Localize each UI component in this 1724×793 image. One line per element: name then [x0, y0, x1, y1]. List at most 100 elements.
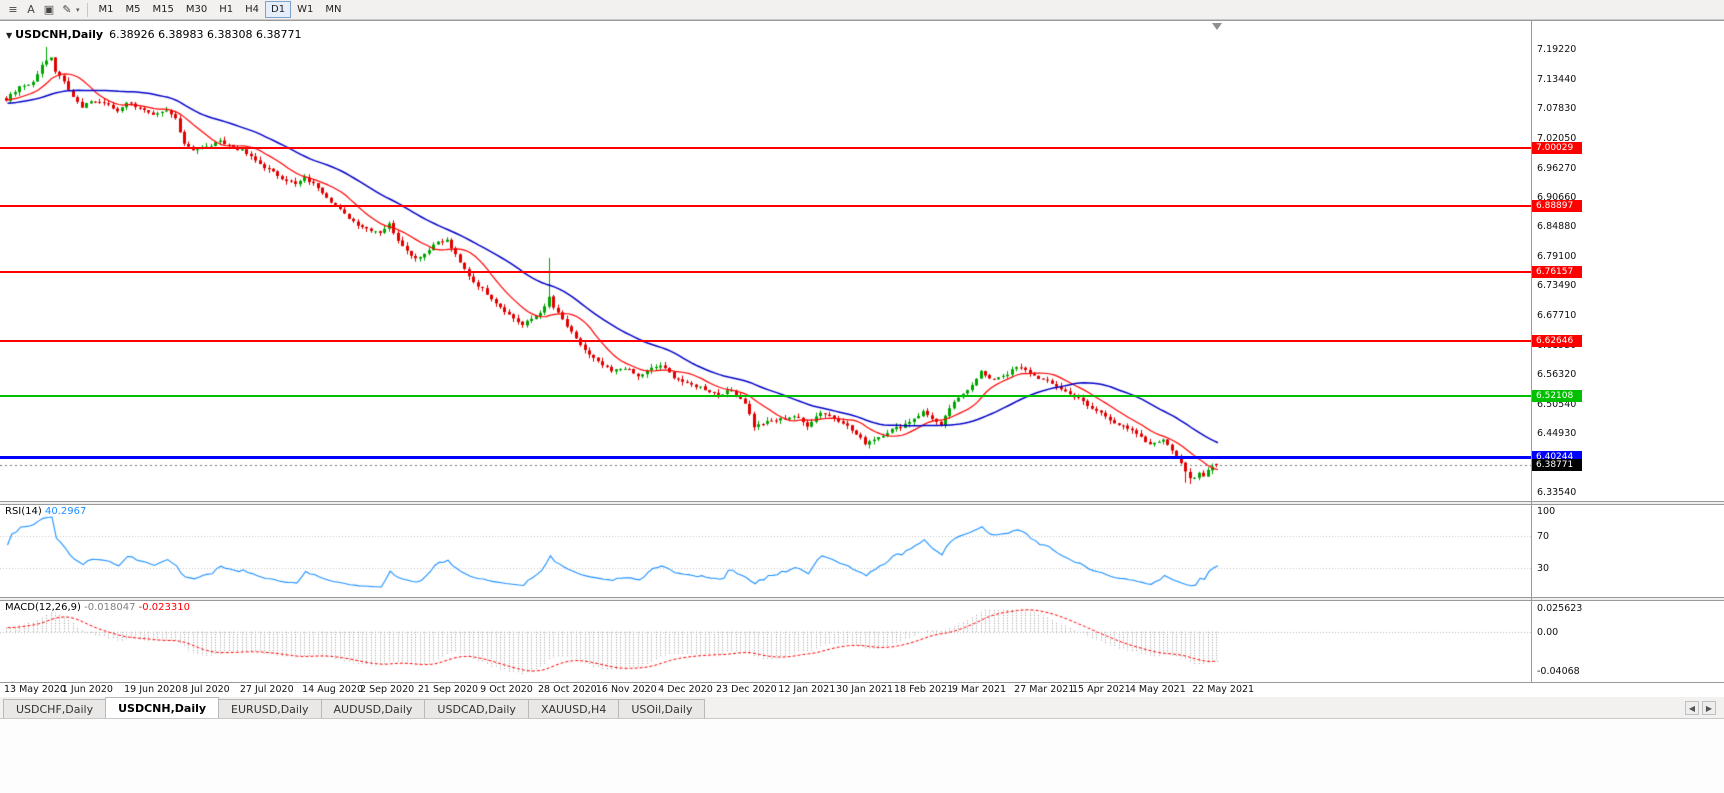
chart-tab-audusd[interactable]: AUDUSD,Daily [320, 699, 426, 718]
date-axis-label: 21 Sep 2020 [417, 684, 479, 695]
chart-tab-eurusd[interactable]: EURUSD,Daily [218, 699, 322, 718]
timeframe-button-h1[interactable]: H1 [219, 4, 234, 15]
date-axis-label: 27 Jul 2020 [239, 684, 294, 695]
chart-title: ▼ USDCNH,Daily 6.38926 6.38983 6.38308 6.3… [6, 28, 302, 41]
price-axis-label: 6.67710 [1537, 310, 1577, 322]
rsi-scale-label: 70 [1537, 530, 1550, 542]
price-tag-6.88897: 6.88897 [1532, 199, 1582, 212]
chart-symbol-label: USDCNH,Daily [15, 28, 104, 41]
chart-canvas[interactable] [0, 21, 1531, 682]
timeframe-button-mn[interactable]: MN [325, 4, 342, 15]
chart-tab-usdchf[interactable]: USDCHF,Daily [3, 699, 107, 718]
date-axis-label: 13 May 2020 [4, 684, 66, 695]
macd-indicator-label: MACD(12,26,9) -0.018047 -0.023310 [5, 602, 190, 613]
toolbar-timeframes: M1 M5 M15 M30 H1 H4 D1 W1 MN [93, 1, 348, 18]
date-axis-label: 30 Jan 2021 [836, 684, 894, 695]
rsi-value: 40.2967 [44, 506, 87, 517]
price-tag-6.52108: 6.52108 [1532, 389, 1582, 402]
price-axis-label: 6.96270 [1537, 162, 1577, 174]
date-axis-label: 2 Sep 2020 [360, 684, 415, 695]
price-tag-6.76157: 6.76157 [1532, 265, 1582, 278]
timeframe-button-w1[interactable]: W1 [297, 4, 314, 15]
chart-shift-marker[interactable] [1212, 23, 1222, 30]
price-axis-label: 6.90660 [1537, 191, 1577, 203]
chart-tab-usoil[interactable]: USOil,Daily [618, 699, 706, 718]
date-axis-label: 12 Jan 2021 [778, 684, 836, 695]
horizontal-line-7.00029[interactable] [0, 147, 1531, 150]
timeframe-button-m5[interactable]: M5 [125, 4, 141, 15]
chart-tabs: USDCHF,Daily USDCNH,Daily EURUSD,Daily AUDU… [3, 697, 706, 718]
date-axis-label: 23 Dec 2020 [716, 684, 777, 695]
workspace-empty-area [0, 719, 1724, 793]
date-axis-label: 1 Jun 2020 [61, 684, 113, 695]
horizontal-line-6.52108[interactable] [0, 394, 1531, 397]
timeframe-button-m15[interactable]: M15 [152, 4, 174, 15]
date-axis-label: 4 May 2021 [1129, 684, 1186, 695]
macd-scale-label: 0.00 [1537, 626, 1559, 638]
toolbar-separator [86, 2, 88, 17]
chart-menu-icon[interactable]: ▼ [6, 31, 13, 40]
chart-tab-usdcad[interactable]: USDCAD,Daily [424, 699, 529, 718]
timeframe-button-m1[interactable]: M1 [98, 4, 114, 15]
tab-scroll-arrows: ◀ ▶ [1677, 697, 1724, 718]
price-tag-7.00029: 7.00029 [1532, 142, 1582, 155]
tab-scroll-left-icon[interactable]: ◀ [1685, 700, 1699, 715]
toolbar-icons: ≡ A ▣ ✎ [4, 1, 76, 18]
horizontal-line-6.88897[interactable] [0, 204, 1531, 207]
macd-main-value: -0.018047 [84, 602, 136, 613]
macd-scale-label: -0.04068 [1537, 666, 1580, 678]
date-axis-border [0, 682, 1724, 683]
chart-list-icon[interactable]: ≡ [8, 3, 18, 16]
price-axis-label: 6.56320 [1537, 369, 1577, 381]
horizontal-line-6.40244[interactable] [0, 455, 1531, 459]
date-axis-label: 18 Feb 2021 [894, 684, 954, 695]
macd-name: MACD(12,26,9) [5, 602, 81, 613]
macd-signal-value: -0.023310 [138, 602, 190, 613]
chart-window: ▼ USDCNH,Daily 6.38926 6.38983 6.38308 6.3… [0, 20, 1724, 697]
price-axis-label: 7.19220 [1537, 43, 1577, 55]
date-axis-label: 15 Apr 2021 [1072, 684, 1131, 695]
date-axis-label: 14 Aug 2020 [302, 684, 363, 695]
price-axis-border [1531, 21, 1532, 682]
date-axis-label: 28 Oct 2020 [538, 684, 597, 695]
panel-divider-rsi[interactable] [0, 501, 1724, 505]
tab-scroll-right-icon[interactable]: ▶ [1702, 700, 1716, 715]
chevron-down-icon[interactable]: ▾ [76, 5, 80, 14]
timeframe-button-h4[interactable]: H4 [245, 4, 260, 15]
date-axis-label: 9 Oct 2020 [480, 684, 533, 695]
chart-tab-usdcnh[interactable]: USDCNH,Daily [105, 697, 220, 718]
price-axis-label: 6.84880 [1537, 221, 1577, 233]
price-axis-label: 6.73490 [1537, 280, 1577, 292]
price-axis-label: 7.02050 [1537, 132, 1577, 144]
rsi-indicator-label: RSI(14) 40.2967 [5, 506, 86, 517]
date-axis-label: 9 Mar 2021 [951, 684, 1007, 695]
panel-divider-macd[interactable] [0, 597, 1724, 601]
horizontal-line-6.76157[interactable] [0, 270, 1531, 273]
macd-scale-label: 0.025623 [1537, 603, 1583, 614]
date-axis-label: 22 May 2021 [1192, 684, 1255, 695]
date-axis-label: 16 Nov 2020 [595, 684, 657, 695]
rsi-scale-label: 30 [1537, 563, 1550, 575]
draw-tools-icon[interactable]: ✎ [62, 3, 72, 16]
price-axis-label: 6.79100 [1537, 251, 1577, 263]
chart-ohlc-values: 6.38926 6.38983 6.38308 6.38771 [109, 28, 302, 41]
price-axis-label: 6.44930 [1537, 427, 1577, 439]
date-axis-label: 19 Jun 2020 [124, 684, 182, 695]
chart-tab-xauusd[interactable]: XAUUSD,H4 [527, 699, 620, 718]
price-axis-label: 6.33540 [1537, 486, 1577, 498]
price-axis-label: 7.13440 [1537, 73, 1577, 85]
timeframe-button-d1[interactable]: D1 [265, 1, 292, 18]
rsi-scale-label: 100 [1537, 506, 1556, 517]
rsi-name: RSI(14) [5, 506, 42, 517]
date-axis-label: 8 Jul 2020 [182, 684, 230, 695]
current-price-tag: 6.38771 [1532, 458, 1582, 471]
toolbar: ≡ A ▣ ✎ ▾ M1 M5 M15 M30 H1 H4 D1 W1 MN [0, 0, 1724, 20]
price-axis-label: 7.07830 [1537, 102, 1577, 114]
chart-tabbar: USDCHF,Daily USDCNH,Daily EURUSD,Daily AUDU… [0, 697, 1724, 719]
timeframe-button-m30[interactable]: M30 [185, 4, 208, 15]
template-icon[interactable]: ▣ [43, 3, 55, 16]
horizontal-line-6.62646[interactable] [0, 340, 1531, 343]
text-annotate-icon[interactable]: A [27, 3, 35, 16]
price-tag-6.62646: 6.62646 [1532, 335, 1582, 348]
price-axis-label: 6.50540 [1537, 398, 1577, 410]
